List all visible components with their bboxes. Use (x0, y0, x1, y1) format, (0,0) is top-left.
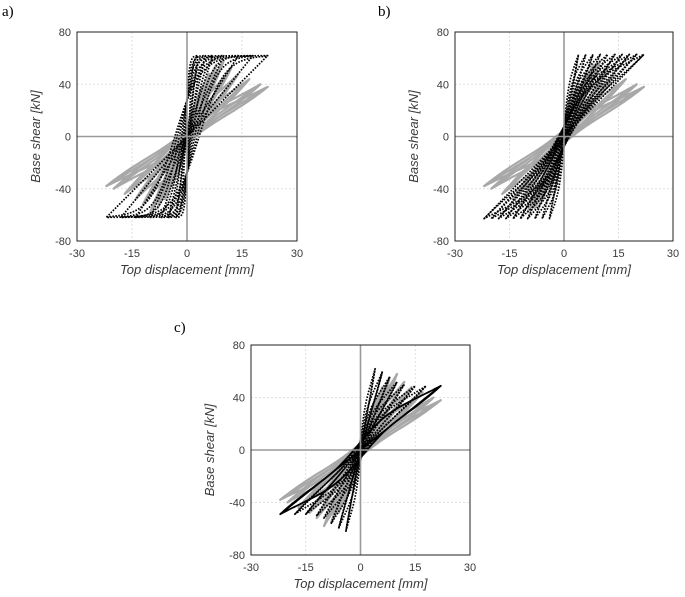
x-tick-label: 15 (236, 248, 248, 260)
x-axis-label: Top displacement [mm] (120, 262, 254, 277)
y-tick-label: -40 (229, 498, 245, 510)
y-tick-label: -80 (433, 236, 449, 248)
x-tick-label: -15 (502, 248, 518, 260)
y-axis-label: Base shear [kN] (202, 403, 217, 496)
y-tick-label: 0 (239, 445, 245, 457)
y-tick-label: 0 (65, 132, 71, 144)
panel-label: b) (378, 4, 391, 20)
panel-label: a) (2, 4, 14, 20)
panel-label: c) (174, 320, 186, 336)
y-tick-label: 0 (443, 132, 449, 144)
x-tick-label: 30 (667, 248, 679, 260)
y-axis-label: Base shear [kN] (28, 90, 43, 183)
plot-frame (76, 31, 298, 242)
numerical-loop (105, 54, 269, 219)
y-tick-label: -40 (55, 184, 71, 196)
x-tick-label: -15 (124, 248, 140, 260)
numerical-loop (120, 54, 254, 219)
x-tick-label: -30 (69, 248, 85, 260)
x-tick-label: 15 (409, 562, 421, 574)
numerical-loop (160, 54, 214, 219)
x-tick-label: 30 (464, 562, 476, 574)
x-tick-label: -15 (298, 562, 314, 574)
y-tick-label: 80 (59, 27, 71, 39)
plot-frame (250, 344, 471, 556)
plot-frame (454, 31, 674, 242)
panel-3: c) -30 -15 0 15 30 80 40 0 -40 -80 Top displacement… (174, 320, 476, 591)
x-tick-label: 0 (561, 248, 567, 260)
x-tick-label: -30 (243, 562, 259, 574)
numerical-loop (167, 54, 207, 219)
numerical-loop (505, 53, 623, 220)
numerical-loop (512, 53, 616, 220)
y-tick-label: 40 (233, 393, 245, 405)
y-tick-label: -80 (229, 550, 245, 562)
y-tick-label: -40 (433, 184, 449, 196)
x-tick-label: 30 (291, 248, 303, 260)
x-tick-label: 15 (612, 248, 624, 260)
y-tick-label: 80 (437, 27, 449, 39)
y-tick-label: 40 (437, 79, 449, 91)
x-tick-label: -30 (447, 248, 463, 260)
x-axis-label: Top displacement [mm] (294, 576, 428, 591)
panel-2: b) -30 -15 0 15 30 80 40 0 -40 -80 Top displacement… (378, 4, 679, 277)
panel-1: a) -30 -15 0 15 30 80 40 0 -40 -80 Top displacement… (2, 4, 303, 277)
numerical-loop (337, 370, 384, 530)
x-tick-label: 0 (357, 562, 363, 574)
y-tick-label: 40 (59, 79, 71, 91)
y-tick-label: -80 (55, 236, 71, 248)
numerical-loop (519, 53, 609, 220)
y-tick-label: 80 (233, 340, 245, 352)
y-axis-label: Base shear [kN] (406, 90, 421, 183)
numerical-loop (304, 384, 417, 516)
x-tick-label: 0 (184, 248, 190, 260)
x-axis-label: Top displacement [mm] (497, 262, 631, 277)
